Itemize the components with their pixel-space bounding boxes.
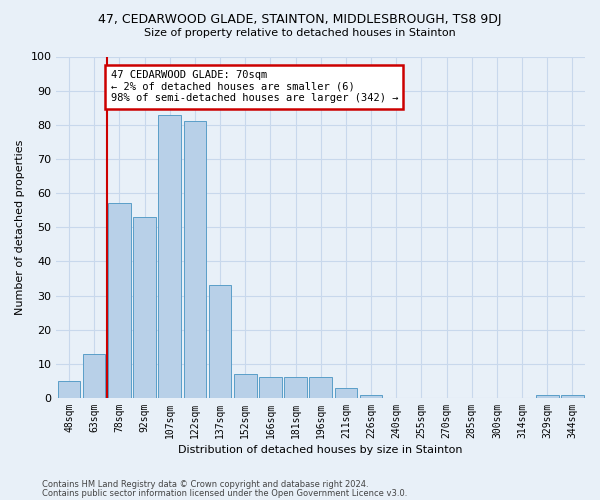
- Bar: [259, 378, 281, 398]
- Text: Size of property relative to detached houses in Stainton: Size of property relative to detached ho…: [144, 28, 456, 38]
- Bar: [184, 122, 206, 398]
- X-axis label: Distribution of detached houses by size in Stainton: Distribution of detached houses by size …: [178, 445, 463, 455]
- Bar: [234, 374, 257, 398]
- Bar: [284, 378, 307, 398]
- Bar: [58, 381, 80, 398]
- Bar: [83, 354, 106, 398]
- Bar: [209, 286, 232, 398]
- Text: 47, CEDARWOOD GLADE, STAINTON, MIDDLESBROUGH, TS8 9DJ: 47, CEDARWOOD GLADE, STAINTON, MIDDLESBR…: [98, 12, 502, 26]
- Bar: [108, 204, 131, 398]
- Bar: [310, 378, 332, 398]
- Bar: [360, 394, 382, 398]
- Bar: [536, 394, 559, 398]
- Bar: [335, 388, 357, 398]
- Y-axis label: Number of detached properties: Number of detached properties: [15, 140, 25, 315]
- Text: 47 CEDARWOOD GLADE: 70sqm
← 2% of detached houses are smaller (6)
98% of semi-de: 47 CEDARWOOD GLADE: 70sqm ← 2% of detach…: [110, 70, 398, 103]
- Bar: [133, 217, 156, 398]
- Bar: [158, 114, 181, 398]
- Text: Contains public sector information licensed under the Open Government Licence v3: Contains public sector information licen…: [42, 490, 407, 498]
- Text: Contains HM Land Registry data © Crown copyright and database right 2024.: Contains HM Land Registry data © Crown c…: [42, 480, 368, 489]
- Bar: [561, 394, 584, 398]
